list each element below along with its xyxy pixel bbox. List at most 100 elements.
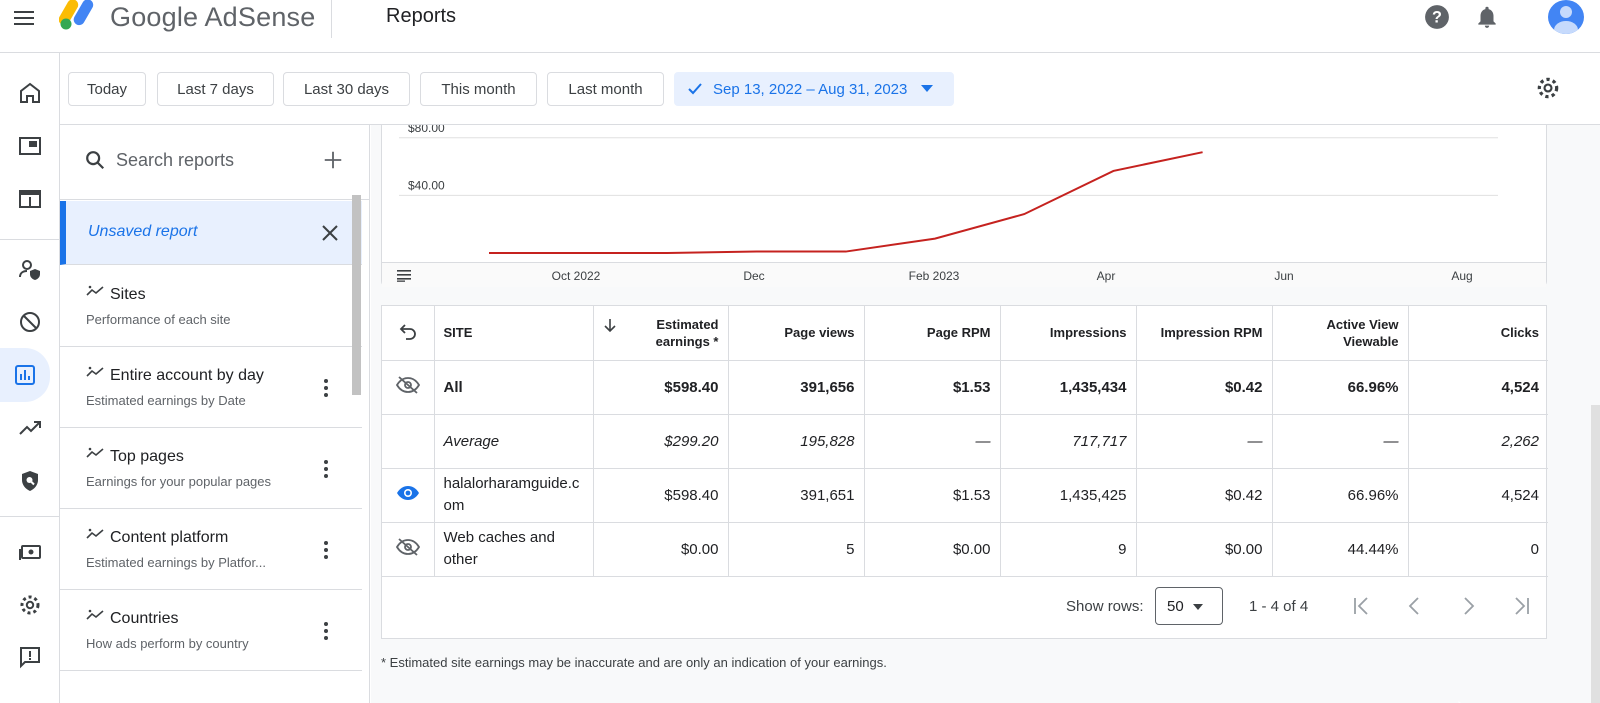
page-range-label: 1 - 4 of 4 — [1249, 598, 1309, 615]
filter-chip-today[interactable]: Today — [68, 72, 146, 106]
show-rows-label: Show rows: — [1066, 598, 1144, 615]
report-item-title: Entire account by day — [110, 367, 264, 384]
chart-card: $40.00 $80.00 Oct 2022 Dec Feb 2023 Apr Jun Au… — [381, 125, 1547, 287]
report-item-desc: Estimated earnings by Platfor... — [86, 555, 266, 570]
cell-page-views: 5 — [727, 522, 864, 577]
cell-clicks: 4,524 — [1407, 468, 1548, 523]
cell-clicks: 2,262 — [1407, 414, 1548, 469]
report-item-title: Top pages — [110, 448, 184, 465]
cell-active-view: 44.44% — [1271, 522, 1408, 577]
visibility-toggle[interactable] — [382, 522, 434, 577]
unsaved-report-item[interactable]: Unsaved report — [60, 201, 362, 265]
filter-chip-last-7-days[interactable]: Last 7 days — [157, 72, 274, 106]
filter-chip-this-month[interactable]: This month — [420, 72, 537, 106]
cell-clicks: 4,524 — [1407, 360, 1548, 415]
cell-impression-rpm: $0.42 — [1135, 360, 1272, 415]
col-header-earnings-label: Estimated earnings * — [655, 316, 719, 349]
sort-descending-arrow-icon — [603, 318, 616, 332]
notifications-bell-icon[interactable] — [1474, 4, 1500, 30]
home-icon — [20, 82, 40, 103]
rail-feedback[interactable] — [10, 637, 50, 677]
report-item-content-platform[interactable]: Content platform Estimated earnings by P… — [60, 509, 362, 590]
sparkle-trend-icon — [86, 366, 104, 377]
block-icon — [20, 312, 40, 332]
cell-site: halalorharamguide.com — [433, 468, 593, 523]
undo-icon — [399, 324, 416, 340]
cell-page-views: 391,651 — [727, 468, 864, 523]
chart-y-tick-label: $80.00 — [408, 125, 445, 135]
rail-account-settings[interactable] — [10, 585, 50, 625]
user-avatar[interactable] — [1548, 0, 1584, 34]
ads-icon — [19, 137, 41, 155]
add-report-plus-icon[interactable] — [322, 149, 344, 171]
col-header-site[interactable]: SITE — [433, 306, 593, 361]
col-header-impressions[interactable]: Impressions — [999, 306, 1136, 361]
report-item-desc: Earnings for your popular pages — [86, 474, 272, 489]
visibility-off-icon — [395, 538, 420, 556]
reset-column[interactable] — [382, 306, 434, 361]
filter-chip-last-month[interactable]: Last month — [547, 72, 664, 106]
rail-blocking[interactable] — [10, 302, 50, 342]
rail-optimization[interactable] — [10, 408, 50, 448]
cell-impressions: 1,435,434 — [999, 360, 1136, 415]
cell-earnings: $0.00 — [592, 522, 728, 577]
reports-scrollbar[interactable] — [352, 195, 361, 395]
report-main-area: $40.00 $80.00 Oct 2022 Dec Feb 2023 Apr Jun Au… — [371, 125, 1600, 703]
more-vert-icon[interactable] — [315, 458, 337, 480]
report-item-countries[interactable]: Countries How ads perform by country — [60, 590, 362, 671]
report-item-sites[interactable]: Sites Performance of each site — [60, 266, 362, 347]
cell-page-rpm: $1.53 — [863, 468, 1000, 523]
help-icon[interactable]: ? — [1424, 4, 1450, 30]
col-header-page-rpm[interactable]: Page RPM — [863, 306, 1000, 361]
sites-icon — [19, 190, 41, 208]
cell-page-rpm: — — [863, 414, 1000, 469]
empty-icon-cell — [382, 414, 434, 469]
visibility-toggle[interactable] — [382, 360, 434, 415]
main-scrollbar[interactable] — [1591, 405, 1600, 703]
rail-sites[interactable] — [10, 179, 50, 219]
date-range-selector[interactable]: Sep 13, 2022 – Aug 31, 2023 — [674, 72, 954, 106]
cell-site: All — [433, 360, 593, 415]
trending-up-icon — [19, 421, 41, 435]
more-vert-icon[interactable] — [315, 539, 337, 561]
avatar-person-icon — [1554, 6, 1578, 34]
report-item-title: Sites — [110, 286, 146, 303]
cell-page-rpm: $1.53 — [863, 360, 1000, 415]
search-reports-input[interactable] — [116, 149, 316, 171]
report-item-title: Content platform — [110, 529, 229, 546]
col-header-active-view-viewable[interactable]: Active View Viewable — [1271, 306, 1408, 361]
filter-chip-last-30-days[interactable]: Last 30 days — [283, 72, 410, 106]
visibility-toggle[interactable] — [382, 468, 434, 523]
more-vert-icon[interactable] — [315, 377, 337, 399]
payments-icon — [19, 545, 41, 560]
more-vert-icon[interactable] — [315, 620, 337, 642]
previous-page-icon[interactable] — [1404, 595, 1426, 617]
sparkle-trend-icon — [86, 528, 104, 539]
next-page-icon[interactable] — [1457, 595, 1479, 617]
hamburger-menu-icon[interactable] — [12, 6, 36, 30]
last-page-icon[interactable] — [1510, 595, 1532, 617]
report-item-entire-account[interactable]: Entire account by day Estimated earnings… — [60, 347, 362, 428]
settings-gear-icon[interactable] — [1535, 75, 1561, 101]
first-page-icon[interactable] — [1351, 595, 1373, 617]
rail-reports[interactable] — [0, 348, 50, 402]
close-icon[interactable] — [318, 221, 342, 245]
rail-payments[interactable] — [10, 532, 50, 572]
col-header-page-views[interactable]: Page views — [727, 306, 864, 361]
cell-earnings: $598.40 — [592, 360, 728, 415]
col-header-clicks[interactable]: Clicks — [1407, 306, 1548, 361]
adsense-logo-icon — [59, 0, 94, 30]
col-header-estimated-earnings[interactable]: Estimated earnings * — [592, 306, 728, 361]
rail-privacy[interactable] — [10, 249, 50, 289]
col-header-impression-rpm[interactable]: Impression RPM — [1135, 306, 1272, 361]
cell-impression-rpm: $0.00 — [1135, 522, 1272, 577]
rail-divider — [0, 516, 60, 517]
rows-per-page-select[interactable]: 50 — [1155, 587, 1223, 625]
rail-home[interactable] — [10, 73, 50, 113]
rail-policy[interactable] — [10, 461, 50, 501]
person-shield-icon — [19, 260, 40, 280]
report-item-top-pages[interactable]: Top pages Earnings for your popular page… — [60, 428, 362, 509]
cell-active-view: — — [1271, 414, 1408, 469]
rail-ads[interactable] — [10, 126, 50, 166]
chart-legend-toggle-icon[interactable] — [396, 268, 412, 282]
